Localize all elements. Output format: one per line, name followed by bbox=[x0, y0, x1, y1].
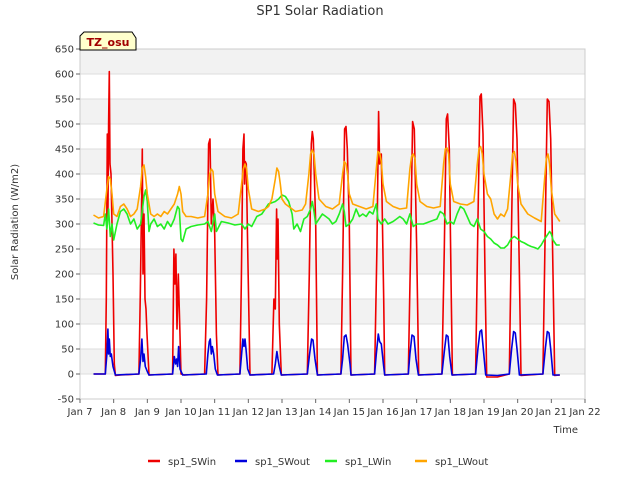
x-tick-label: Jan 18 bbox=[434, 407, 466, 418]
grid-band bbox=[80, 249, 585, 274]
y-tick-label: 450 bbox=[55, 145, 74, 156]
legend-sp1-lwout-label: sp1_LWout bbox=[435, 457, 488, 468]
x-tick-label: Jan 8 bbox=[100, 407, 126, 418]
x-tick-label: Jan 21 bbox=[535, 407, 567, 418]
y-tick-label: 650 bbox=[55, 45, 74, 56]
y-tick-label: 600 bbox=[55, 70, 74, 81]
site-badge: TZ_osu bbox=[79, 31, 137, 51]
x-tick-label: Jan 20 bbox=[501, 407, 533, 418]
series-line-sp1-swin bbox=[93, 70, 560, 378]
y-tick-label: 0 bbox=[68, 370, 74, 381]
legend-sp1-lwin-label: sp1_LWin bbox=[345, 457, 391, 468]
grid-band bbox=[80, 199, 585, 224]
y-axis-ticks: -50 0 50 100 150 200 250 300 350 400 450 500 550 600 6… bbox=[55, 45, 80, 406]
site-badge-label: TZ_osu bbox=[87, 36, 130, 49]
grid-band bbox=[80, 149, 585, 174]
x-tick-label: Jan 12 bbox=[232, 407, 264, 418]
grid-band bbox=[80, 349, 585, 374]
y-tick-label: 400 bbox=[55, 170, 74, 181]
x-axis-title: Time bbox=[553, 425, 578, 436]
y-tick-label: 500 bbox=[55, 120, 74, 131]
x-tick-label: Jan 16 bbox=[366, 407, 398, 418]
x-tick-label: Jan 9 bbox=[134, 407, 160, 418]
y-tick-label: 50 bbox=[61, 345, 74, 356]
x-tick-label: Jan 13 bbox=[265, 407, 297, 418]
x-tick-label: Jan 10 bbox=[164, 407, 196, 418]
y-tick-label: 300 bbox=[55, 220, 74, 231]
x-tick-label: Jan 19 bbox=[467, 407, 499, 418]
series-line-sp1-lwin bbox=[93, 189, 560, 250]
x-tick-label: Jan 15 bbox=[333, 407, 365, 418]
chart-title: SP1 Solar Radiation bbox=[256, 4, 383, 19]
y-tick-label: 350 bbox=[55, 195, 74, 206]
x-tick-label: Jan 22 bbox=[568, 407, 600, 418]
y-tick-label: 550 bbox=[55, 95, 74, 106]
grid-band bbox=[80, 299, 585, 324]
y-tick-label: 250 bbox=[55, 245, 74, 256]
y-tick-label: 200 bbox=[55, 270, 74, 281]
y-tick-label: -50 bbox=[58, 395, 74, 406]
y-tick-label: 150 bbox=[55, 295, 74, 306]
grid-band bbox=[80, 99, 585, 124]
legend: sp1_SWin sp1_SWout sp1_LWin sp1_LWout bbox=[148, 457, 488, 468]
x-tick-label: Jan 7 bbox=[67, 407, 93, 418]
y-tick-label: 100 bbox=[55, 320, 74, 331]
grid-bands bbox=[80, 49, 585, 374]
x-tick-label: Jan 11 bbox=[198, 407, 230, 418]
x-axis-ticks: Jan 7 Jan 8 Jan 9 Jan 10 Jan 11 Jan 12 Jan 13 J… bbox=[67, 399, 601, 418]
x-tick-label: Jan 17 bbox=[400, 407, 432, 418]
series-line-sp1-lwout bbox=[93, 145, 561, 223]
grid-band bbox=[80, 49, 585, 74]
legend-sp1-swout-label: sp1_SWout bbox=[255, 457, 310, 468]
site-badge-shape bbox=[79, 31, 137, 51]
y-axis-title: Solar Radiation (W/m2) bbox=[10, 164, 21, 280]
series-line-sp1-swout bbox=[93, 328, 560, 377]
legend-sp1-swin-label: sp1_SWin bbox=[168, 457, 216, 468]
series-lines bbox=[93, 70, 561, 378]
x-tick-label: Jan 14 bbox=[299, 407, 331, 418]
